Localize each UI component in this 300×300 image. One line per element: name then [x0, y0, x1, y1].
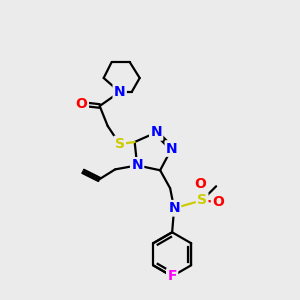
Text: N: N: [150, 125, 162, 140]
Text: S: S: [197, 193, 207, 207]
Text: O: O: [76, 97, 88, 111]
Text: N: N: [168, 201, 180, 215]
Text: O: O: [194, 177, 206, 191]
Text: F: F: [167, 269, 177, 283]
Text: N: N: [131, 158, 143, 172]
Text: O: O: [212, 195, 224, 209]
Text: N: N: [166, 142, 178, 155]
Text: N: N: [114, 85, 125, 99]
Text: S: S: [115, 137, 125, 151]
